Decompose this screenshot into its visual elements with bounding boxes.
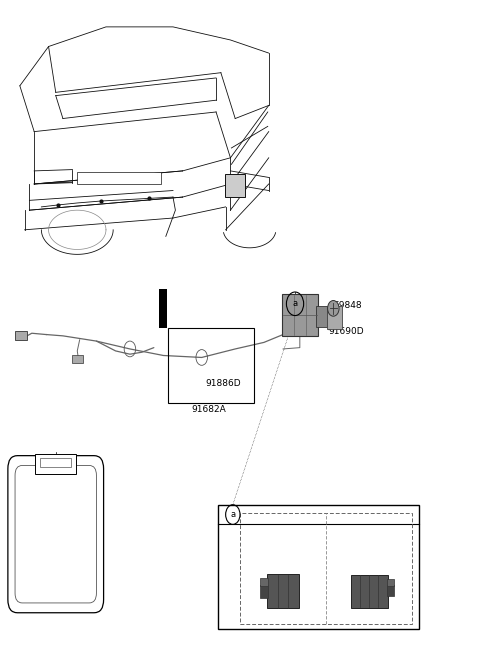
Text: 59848: 59848 (333, 300, 362, 310)
FancyBboxPatch shape (351, 575, 388, 607)
FancyBboxPatch shape (218, 504, 420, 629)
FancyBboxPatch shape (35, 454, 76, 474)
FancyBboxPatch shape (158, 289, 167, 328)
FancyBboxPatch shape (40, 458, 71, 468)
FancyBboxPatch shape (15, 466, 96, 603)
Text: a: a (230, 510, 235, 519)
Text: EV Charger: EV Charger (46, 551, 75, 556)
FancyBboxPatch shape (72, 356, 84, 363)
FancyBboxPatch shape (267, 574, 299, 608)
Text: (7P): (7P) (360, 520, 377, 529)
Text: 91999B: 91999B (276, 532, 308, 541)
Text: a: a (292, 299, 298, 308)
Circle shape (327, 300, 339, 316)
FancyBboxPatch shape (260, 578, 267, 586)
FancyBboxPatch shape (316, 306, 326, 327)
Text: 91999C: 91999C (362, 532, 394, 541)
FancyBboxPatch shape (387, 584, 394, 596)
FancyBboxPatch shape (14, 331, 27, 340)
FancyBboxPatch shape (326, 306, 342, 329)
FancyBboxPatch shape (8, 456, 104, 613)
FancyBboxPatch shape (260, 584, 267, 598)
FancyBboxPatch shape (387, 579, 394, 586)
Text: (5P): (5P) (274, 520, 290, 529)
Text: 91682A: 91682A (192, 405, 226, 415)
Text: 91690D: 91690D (328, 327, 364, 336)
Text: 91886D: 91886D (205, 379, 241, 388)
Text: 91887A: 91887A (38, 460, 73, 469)
FancyBboxPatch shape (225, 173, 245, 197)
FancyBboxPatch shape (77, 173, 161, 184)
FancyBboxPatch shape (282, 294, 318, 336)
